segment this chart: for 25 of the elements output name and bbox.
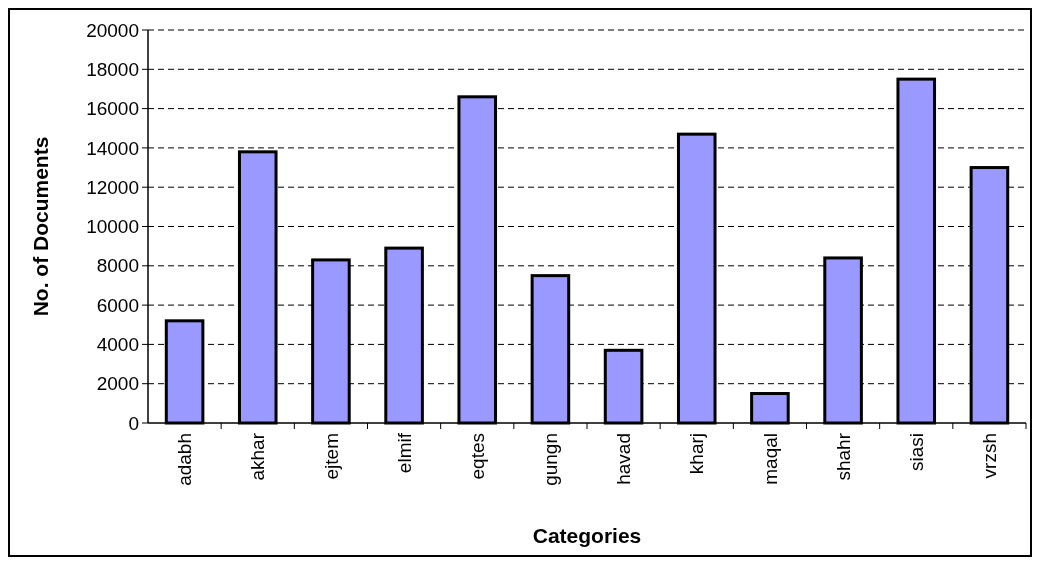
- y-tick-label: 2000: [96, 373, 139, 395]
- y-tick-label: 14000: [86, 137, 139, 159]
- x-tick-label: eqtes: [466, 433, 488, 480]
- x-tick-label: akhar: [247, 432, 269, 481]
- x-tick-label: ejtem: [320, 433, 342, 480]
- y-tick-label: 12000: [86, 176, 139, 198]
- x-tick-label: havad: [613, 433, 635, 485]
- x-tick-label: vrzsh: [979, 433, 1001, 479]
- y-axis-title: No. of Documents: [29, 136, 52, 317]
- y-tick-label: 0: [128, 412, 139, 434]
- x-tick-label: kharj: [686, 433, 708, 475]
- y-tick-label: 4000: [96, 334, 139, 356]
- y-tick-label: 16000: [86, 98, 139, 120]
- x-tick-label: adabh: [174, 433, 196, 486]
- x-axis-title: Categories: [532, 524, 642, 547]
- y-tick-label: 6000: [96, 294, 139, 316]
- x-tick-label: elmif: [393, 432, 415, 474]
- x-tick-label: siasi: [905, 433, 927, 472]
- y-tick-label: 18000: [86, 58, 139, 80]
- y-tick-label: 10000: [86, 216, 139, 238]
- x-tick-label: gungn: [540, 433, 562, 486]
- y-tick-label: 20000: [86, 19, 139, 41]
- x-tick-label: shahr: [832, 432, 854, 481]
- x-tick-label: maqal: [759, 433, 781, 485]
- y-tick-label: 8000: [96, 255, 139, 277]
